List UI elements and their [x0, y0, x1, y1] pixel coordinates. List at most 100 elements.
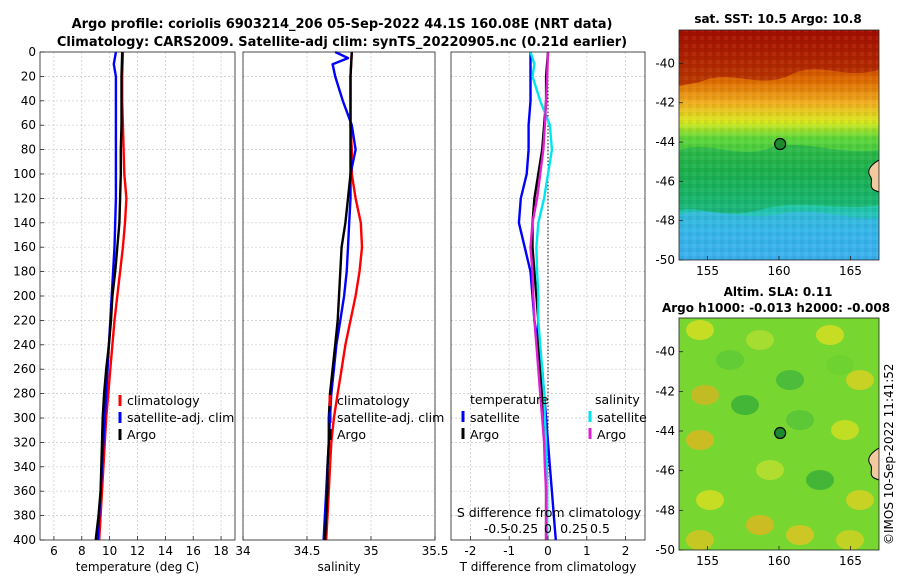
map-y-tick-label: -42 — [655, 96, 675, 110]
imos-watermark: ©IMOS 10-Sep-2022 11:41:52 — [882, 363, 896, 545]
map-y-tick-label: -50 — [655, 253, 675, 267]
y-tick-label: 80 — [21, 143, 36, 157]
map-y-tick-label: -42 — [655, 384, 675, 398]
x-tick-label: 8 — [78, 544, 86, 558]
figure-title-line1: Argo profile: coriolis 6903214_206 05-Se… — [72, 17, 613, 32]
x-axis-label-salinity: S difference from climatology — [457, 505, 642, 520]
x-tick-label: 10 — [102, 544, 117, 558]
temperature-panel: 6 8 10 12 14 16 18 temperature (deg C) 0 20 40 60 80… — [13, 45, 236, 574]
x-tick-label: -1 — [503, 544, 515, 558]
legend-label: Argo — [127, 427, 156, 442]
sla-argo-marker — [774, 426, 787, 440]
series-line-climatology — [98, 51, 128, 541]
sla-blob — [786, 525, 814, 545]
x-axis-label: temperature (deg C) — [76, 560, 199, 574]
map-x-tick-label: 155 — [696, 554, 719, 568]
x-axis-label: T difference from climatology — [459, 560, 637, 574]
series-line-argo — [94, 51, 124, 541]
y-tick-label: 180 — [13, 265, 36, 279]
legend-header-temperature: temperature — [470, 392, 549, 407]
y-tick-label: 380 — [13, 509, 36, 523]
legend-label: climatology — [337, 393, 410, 408]
y-tick-label: 280 — [13, 387, 36, 401]
sla-blob — [831, 420, 859, 440]
sla-map-title-1: Altim. SLA: 0.11 — [724, 285, 833, 299]
y-tick-label: 360 — [13, 484, 36, 498]
y-tick-label: 140 — [13, 216, 36, 230]
series-line-salinity-argo — [529, 51, 550, 540]
y-tick-label: 400 — [13, 533, 36, 547]
legend-label: Argo — [597, 427, 626, 442]
sla-blob — [731, 395, 759, 415]
x-tick-label: 6 — [50, 544, 58, 558]
sla-blob — [836, 530, 864, 550]
sla-blob — [756, 460, 784, 480]
sla-coastline — [868, 447, 879, 481]
s-tick-label: -0.25 — [506, 521, 538, 536]
map-y-tick-label: -48 — [655, 214, 675, 228]
y-tick-label: 340 — [13, 460, 36, 474]
sla-blob — [686, 530, 714, 550]
y-tick-label: 40 — [21, 94, 36, 108]
sla-blob — [746, 330, 774, 350]
difference-panel: -2 -1 0 1 2 T difference from climatology temp… — [450, 51, 647, 574]
y-tick-label: 120 — [13, 191, 36, 205]
y-tick-label: 260 — [13, 362, 36, 376]
map-y-tick-label: -44 — [655, 135, 675, 149]
y-tick-label: 200 — [13, 289, 36, 303]
s-tick-label: 0 — [544, 521, 552, 536]
axes-frame — [242, 51, 436, 541]
x-tick-label: 0 — [544, 544, 552, 558]
sla-map-panel: Altim. SLA: 0.11 Argo h1000: -0.013 h200… — [655, 285, 890, 568]
map-y-tick-label: -46 — [655, 174, 675, 188]
sla-blob — [691, 385, 719, 405]
sla-blob — [786, 410, 814, 430]
sla-blob — [846, 490, 874, 510]
x-tick-label: 34.5 — [294, 544, 321, 558]
s-tick-label: 0.5 — [590, 521, 610, 536]
legend-label: satellite-adj. clim — [337, 410, 444, 425]
map-x-tick-label: 155 — [696, 264, 719, 278]
sla-blob — [806, 470, 834, 490]
map-y-tick-label: -48 — [655, 503, 675, 517]
map-x-tick-label: 165 — [839, 264, 862, 278]
x-tick-label: 1 — [583, 544, 591, 558]
x-axis-label: salinity — [317, 560, 360, 574]
s-tick-label: -0.5 — [484, 521, 508, 536]
map-y-tick-label: -50 — [655, 543, 675, 557]
y-tick-label: 320 — [13, 435, 36, 449]
map-y-tick-label: -46 — [655, 464, 675, 478]
y-tick-label: 20 — [21, 69, 36, 83]
map-x-tick-label: 160 — [768, 264, 791, 278]
x-tick-label: 35 — [363, 544, 378, 558]
y-tick-label: 220 — [13, 313, 36, 327]
legend-label: satellite-adj. clim — [127, 410, 234, 425]
x-tick-label: 18 — [213, 544, 228, 558]
y-tick-label: 160 — [13, 240, 36, 254]
legend-label: satellite — [597, 410, 647, 425]
y-tick-label: 100 — [13, 167, 36, 181]
sst-map-panel: sat. SST: 10.5 Argo: 10.8 155 160 165 -40 -4… — [655, 12, 880, 278]
legend-label: Argo — [337, 427, 366, 442]
legend-label: Argo — [470, 427, 499, 442]
series-line-argo — [323, 51, 353, 541]
s-tick-label: 0.25 — [560, 521, 588, 536]
sla-blob — [846, 370, 874, 390]
sst-argo-marker — [774, 137, 787, 151]
sst-map-title: sat. SST: 10.5 Argo: 10.8 — [694, 12, 861, 26]
sla-blob — [776, 370, 804, 390]
y-tick-label: 240 — [13, 338, 36, 352]
y-tick-label: 60 — [21, 118, 36, 132]
x-tick-label: 34 — [235, 544, 250, 558]
legend-header-salinity: salinity — [595, 392, 640, 407]
x-tick-label: 2 — [622, 544, 630, 558]
y-tick-label: 0 — [28, 45, 36, 59]
legend-label: satellite — [470, 410, 520, 425]
sla-blob — [716, 350, 744, 370]
sla-blob — [746, 515, 774, 535]
x-tick-label: 35.5 — [422, 544, 449, 558]
y-tick-label: 300 — [13, 411, 36, 425]
x-tick-label: 14 — [158, 544, 173, 558]
x-tick-label: -2 — [464, 544, 476, 558]
